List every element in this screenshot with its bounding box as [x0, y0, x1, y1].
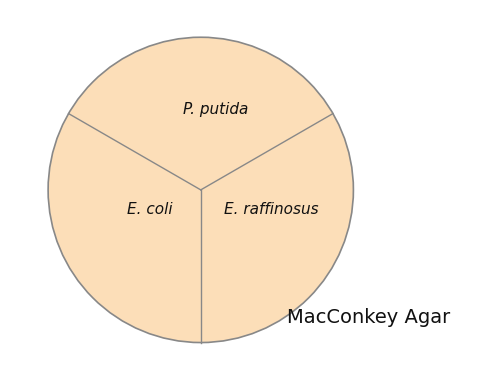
Text: E. coli: E. coli: [126, 202, 172, 217]
Text: P. putida: P. putida: [183, 102, 248, 117]
Text: MacConkey Agar: MacConkey Agar: [286, 309, 450, 328]
Text: E. raffinosus: E. raffinosus: [224, 202, 319, 217]
Circle shape: [48, 37, 354, 343]
